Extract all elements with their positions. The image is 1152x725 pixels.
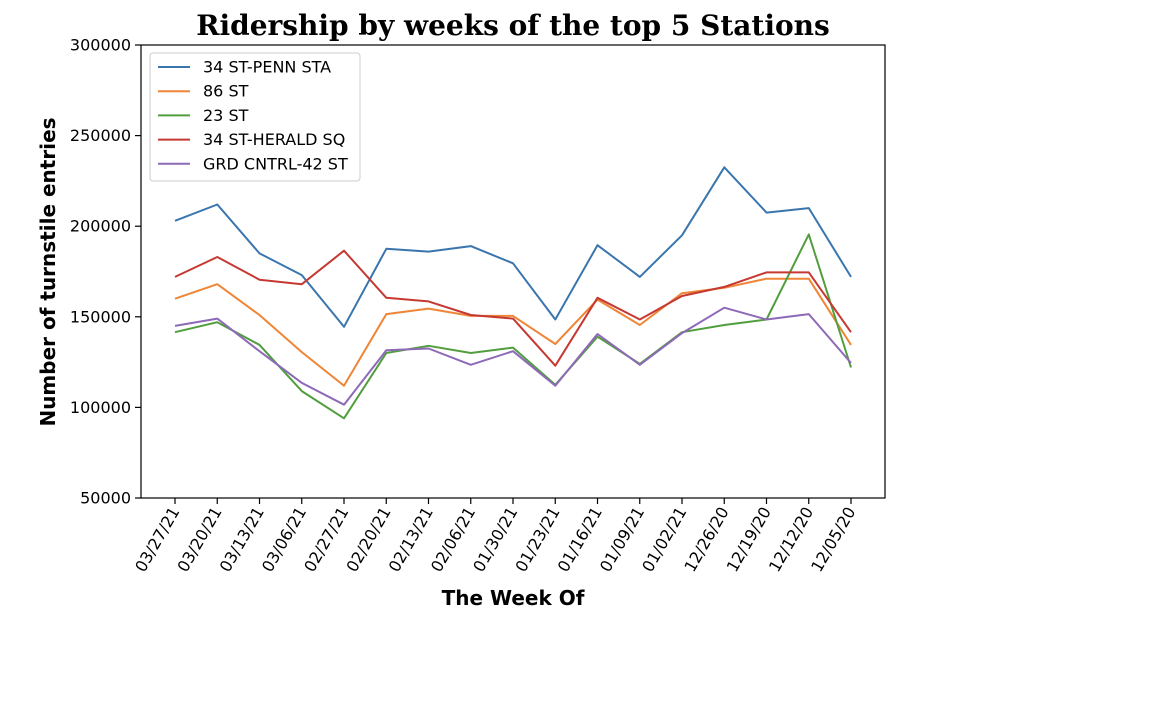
series-line-2 (174, 233, 852, 420)
legend-label-0: 34 ST-PENN STA (203, 58, 331, 77)
x-axis-label: The Week Of (442, 586, 585, 610)
y-tick-label-5: 300000 (70, 36, 131, 55)
series-line-1 (174, 277, 852, 387)
series-line-0 (174, 166, 852, 328)
y-axis-label: Number of turnstile entries (36, 117, 60, 426)
legend-label-2: 23 ST (203, 106, 249, 125)
plot-area: 5000010000015000020000025000030000003/27… (70, 36, 886, 575)
y-tick-label-3: 200000 (70, 217, 131, 236)
y-tick-label-4: 250000 (70, 126, 131, 145)
y-tick-label-0: 50000 (80, 489, 131, 508)
legend-label-4: GRD CNTRL-42 ST (203, 154, 348, 173)
series-line-3 (174, 249, 852, 367)
series-line-4 (174, 306, 852, 406)
legend-box (149, 52, 361, 182)
y-tick-label-2: 150000 (70, 307, 131, 326)
y-tick-label-1: 100000 (70, 398, 131, 417)
chart-title: Ridership by weeks of the top 5 Stations (196, 9, 830, 42)
legend-label-1: 86 ST (203, 82, 249, 101)
legend-label-3: 34 ST-HERALD SQ (203, 130, 345, 149)
